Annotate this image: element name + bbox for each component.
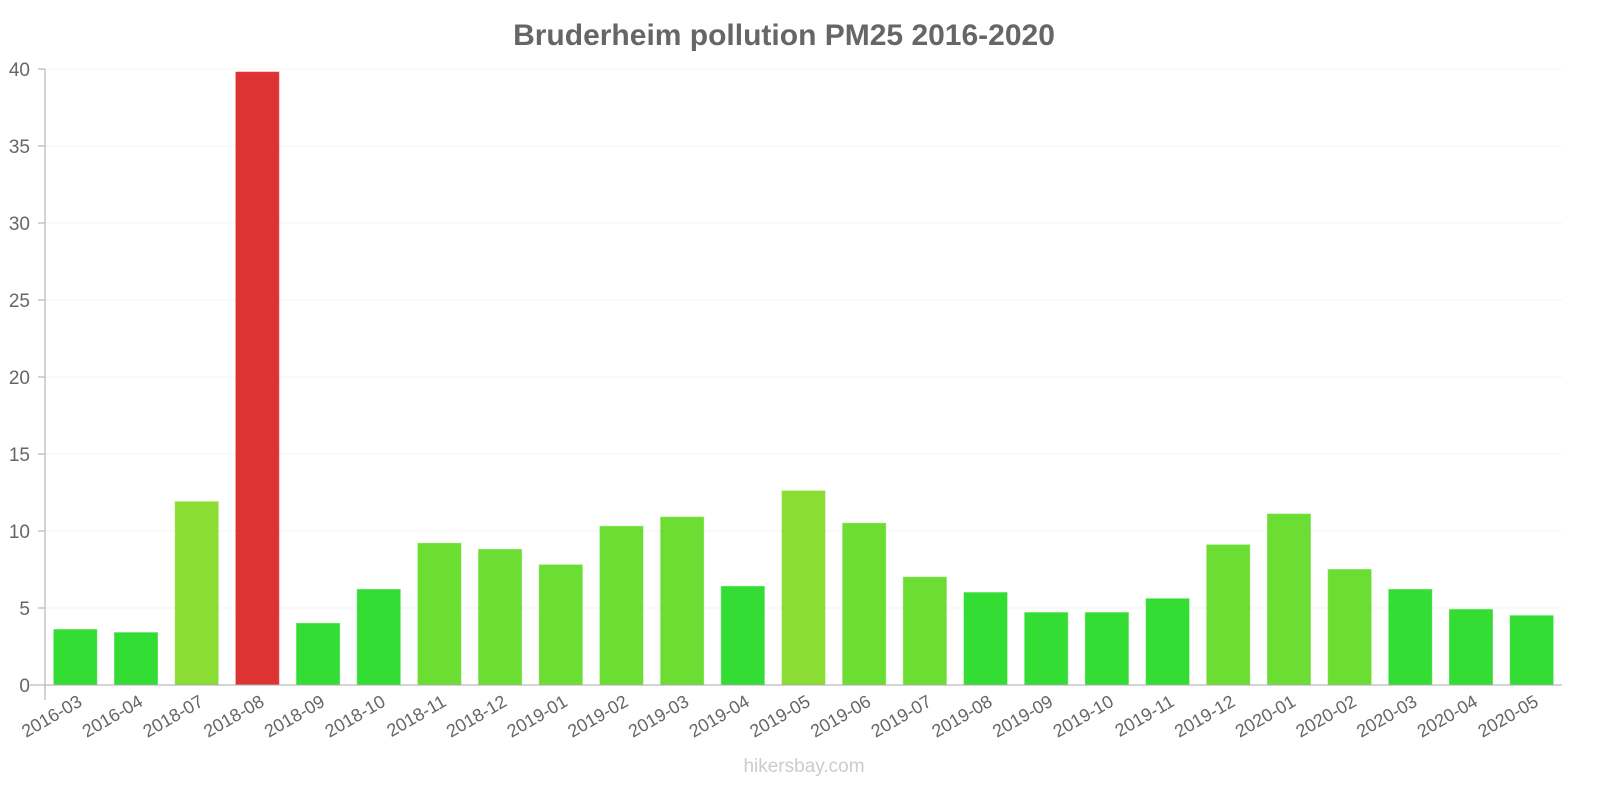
bar-2019-11 bbox=[1145, 598, 1190, 686]
bar-2019-01 bbox=[538, 564, 583, 686]
x-tick-label: 2020-01 bbox=[1232, 691, 1299, 741]
bar-2020-01 bbox=[1266, 513, 1311, 686]
y-tick-label: 20 bbox=[9, 368, 30, 389]
bar-2018-12 bbox=[478, 548, 523, 686]
x-tick-label: 2019-11 bbox=[1112, 691, 1178, 741]
bar-2018-07 bbox=[174, 501, 219, 686]
x-tick-label: 2020-02 bbox=[1292, 691, 1359, 741]
x-tick-label: 2019-06 bbox=[807, 691, 874, 741]
bar-2019-09 bbox=[1024, 612, 1069, 686]
x-tick-label: 2020-03 bbox=[1353, 691, 1420, 741]
bar-2019-05 bbox=[781, 490, 826, 686]
bar-2019-03 bbox=[660, 516, 705, 686]
y-tick-label: 40 bbox=[9, 60, 30, 81]
x-tick-label: 2019-12 bbox=[1171, 691, 1238, 741]
x-tick-label: 2019-07 bbox=[868, 691, 935, 741]
x-tick-label: 2018-11 bbox=[383, 691, 449, 741]
x-tick-label: 2019-10 bbox=[1050, 691, 1117, 741]
x-tick-label: 2018-07 bbox=[139, 691, 206, 741]
bar-2016-04 bbox=[114, 632, 159, 686]
bar-2020-04 bbox=[1448, 609, 1493, 686]
x-tick-label: 2019-08 bbox=[928, 691, 995, 741]
y-tick-label: 5 bbox=[19, 599, 30, 620]
bar-2019-02 bbox=[599, 525, 644, 686]
bar-2018-09 bbox=[296, 622, 341, 686]
x-tick-label: 2016-04 bbox=[79, 691, 146, 741]
y-tick-label: 35 bbox=[9, 137, 30, 158]
bar-2018-10 bbox=[356, 589, 401, 686]
bar-2019-07 bbox=[902, 576, 947, 686]
x-tick-label: 2016-03 bbox=[18, 691, 85, 741]
x-tick-label: 2019-02 bbox=[564, 691, 631, 741]
y-tick-label: 15 bbox=[9, 445, 30, 466]
bar-2019-12 bbox=[1206, 544, 1251, 686]
bar-2019-08 bbox=[963, 592, 1008, 686]
x-tick-label: 2018-09 bbox=[261, 691, 328, 741]
x-tick-label: 2018-08 bbox=[200, 691, 267, 741]
bar-2020-03 bbox=[1388, 589, 1433, 686]
x-tick-label: 2019-09 bbox=[989, 691, 1056, 741]
x-tick-label: 2018-10 bbox=[322, 691, 389, 741]
x-tick-label: 2018-12 bbox=[443, 691, 510, 741]
bar-2016-03 bbox=[53, 629, 98, 686]
bar-2018-08 bbox=[235, 71, 280, 686]
footer-watermark: hikersbay.com bbox=[743, 756, 864, 777]
bar-2018-11 bbox=[417, 542, 462, 686]
bar-2019-10 bbox=[1084, 612, 1129, 686]
y-tick-label: 10 bbox=[9, 522, 30, 543]
bar-2020-05 bbox=[1509, 615, 1554, 686]
y-tick-label: 0 bbox=[19, 676, 30, 697]
x-tick-label: 2020-05 bbox=[1474, 691, 1541, 741]
x-tick-label: 2019-05 bbox=[746, 691, 813, 741]
bar-2020-02 bbox=[1327, 569, 1372, 686]
x-tick-label: 2019-01 bbox=[504, 691, 571, 741]
bar-2019-06 bbox=[842, 522, 887, 686]
x-tick-label: 2019-04 bbox=[686, 691, 753, 741]
y-tick-label: 25 bbox=[9, 291, 30, 312]
x-tick-label: 2019-03 bbox=[625, 691, 692, 741]
chart-title: Bruderheim pollution PM25 2016-2020 bbox=[513, 19, 1055, 52]
x-tick-label: 2020-04 bbox=[1414, 691, 1481, 741]
y-tick-label: 30 bbox=[9, 214, 30, 235]
bar-2019-04 bbox=[720, 585, 765, 686]
